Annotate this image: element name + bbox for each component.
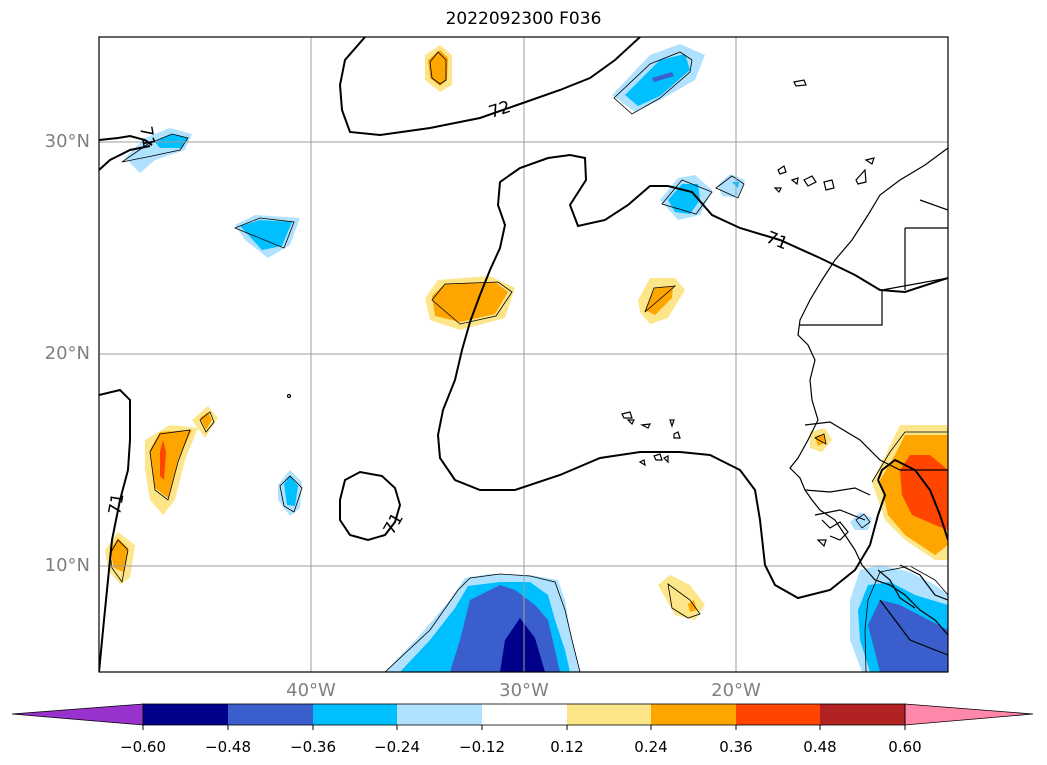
colorbar-tick-label: −0.24 xyxy=(374,738,420,756)
colorbar-cell xyxy=(820,704,905,725)
colorbar-tick-label: 0.48 xyxy=(803,738,837,756)
lon-label-40w: 40°W xyxy=(286,680,336,701)
lon-label-20w: 20°W xyxy=(711,680,761,701)
contour-label-71-northwest: 71 xyxy=(135,124,159,150)
colorbar-tick-label: 0.60 xyxy=(888,738,922,756)
coastline xyxy=(286,79,948,656)
colorbar-tick-label: −0.36 xyxy=(290,738,336,756)
lat-label-30n: 30°N xyxy=(44,131,90,152)
colorbar-tick-label: −0.12 xyxy=(459,738,505,756)
map-frame xyxy=(98,36,949,673)
colorbar-tick-label: 0.12 xyxy=(550,738,584,756)
map-title: 2022092300 F036 xyxy=(445,9,602,29)
colorbar-tick-label: 0.24 xyxy=(634,738,668,756)
anomaly-outlines xyxy=(109,51,948,672)
colorbar-cell xyxy=(143,704,228,725)
colorbar xyxy=(11,703,1034,730)
colorbar-cell xyxy=(736,704,820,725)
lon-label-30w: 30°W xyxy=(499,680,549,701)
colorbar-cell xyxy=(228,704,313,725)
lat-label-10n: 10°N xyxy=(44,555,90,576)
colorbar-outline xyxy=(142,703,906,726)
colorbar-tick-label: −0.48 xyxy=(205,738,251,756)
lat-label-20n: 20°N xyxy=(44,343,90,364)
colorbar-under-arrow xyxy=(11,703,144,726)
colorbar-tick-label: −0.60 xyxy=(120,738,166,756)
colorbar-cell xyxy=(651,704,736,725)
colorbar-cell xyxy=(313,704,397,725)
thick-contours xyxy=(99,37,948,672)
graticule xyxy=(99,37,948,672)
colorbar-tick-label: 0.36 xyxy=(719,738,753,756)
colorbar-cell xyxy=(482,704,567,725)
contour-label-71-west: 71 xyxy=(105,491,129,517)
colorbar-over-arrow xyxy=(904,703,1034,726)
colorbar-cell xyxy=(397,704,482,725)
colorbar-cell xyxy=(567,704,651,725)
